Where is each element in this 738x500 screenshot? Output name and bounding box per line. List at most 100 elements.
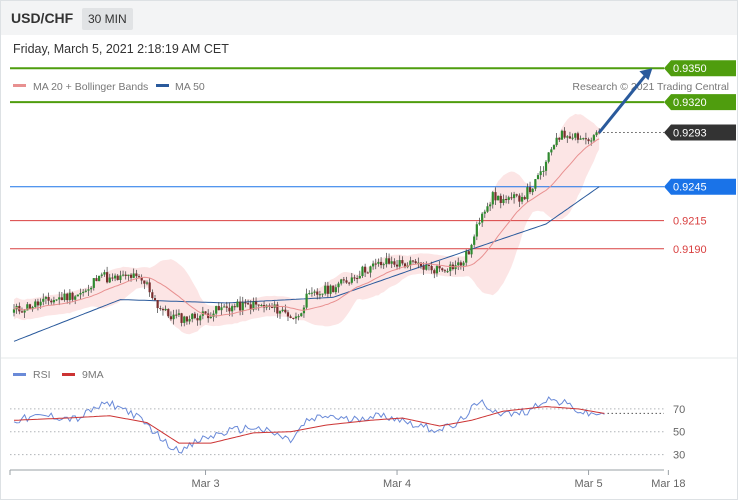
candle	[60, 291, 63, 301]
candle-body	[244, 302, 247, 304]
candle-body	[579, 138, 582, 140]
candle-body	[340, 279, 343, 284]
candle	[236, 299, 239, 308]
candle-body	[398, 260, 401, 267]
candle	[119, 270, 122, 283]
candle-body	[252, 301, 255, 310]
candle	[348, 281, 351, 286]
axis-label-3: Mar 18	[651, 478, 685, 490]
candle-body	[95, 278, 98, 282]
candle-body	[592, 135, 595, 141]
candle-body	[185, 316, 188, 322]
candle	[310, 287, 314, 297]
candle	[196, 313, 199, 326]
candle-body	[124, 274, 127, 276]
candle-body	[233, 306, 236, 308]
candle	[145, 280, 149, 286]
candle	[515, 193, 518, 198]
candle-body	[111, 277, 114, 279]
candle	[358, 270, 361, 279]
candle	[544, 160, 548, 176]
candle	[579, 135, 582, 140]
candle-body	[257, 304, 260, 306]
candle-body	[60, 297, 63, 301]
candle	[497, 195, 500, 201]
level-tag-3	[664, 178, 736, 195]
candle	[74, 295, 77, 305]
bollinger-band	[14, 113, 600, 335]
candle	[534, 178, 537, 192]
candle-body	[494, 192, 497, 201]
candle-body	[486, 206, 489, 212]
candle	[324, 281, 327, 296]
candle	[183, 315, 186, 327]
candle	[231, 304, 234, 317]
candle-body	[23, 310, 26, 313]
candle-body	[318, 294, 321, 296]
candle-body	[321, 293, 324, 295]
candle	[340, 278, 343, 286]
legend-ma20-bollinger: MA 20 + Bollinger Bands	[33, 81, 148, 93]
candle	[361, 265, 364, 278]
candle-body	[353, 277, 356, 279]
candle	[491, 190, 494, 209]
candle-body	[26, 304, 29, 311]
candle-body	[534, 179, 537, 189]
candle	[233, 303, 236, 311]
candle-body	[172, 314, 175, 320]
candle-body	[518, 195, 521, 202]
candle-body	[292, 317, 295, 319]
candle	[270, 303, 274, 309]
candle	[276, 301, 279, 318]
candle	[108, 273, 111, 284]
candle-body	[42, 298, 45, 302]
legend-swatch-9ma	[62, 373, 75, 376]
candle-body	[374, 263, 377, 265]
candle-body	[419, 262, 423, 266]
candle	[191, 313, 194, 323]
candle-body	[449, 264, 452, 272]
candle-body	[435, 266, 439, 274]
candle	[555, 132, 558, 147]
forecast-arrow-shaft	[598, 73, 648, 134]
candle-body	[215, 306, 218, 314]
candle	[143, 280, 146, 290]
candle-body	[177, 313, 181, 315]
candle	[505, 195, 508, 204]
candle	[435, 264, 439, 277]
candle	[121, 270, 125, 277]
candle	[188, 315, 191, 325]
candle	[199, 314, 202, 326]
candle-body	[76, 294, 79, 297]
candle-body	[294, 316, 298, 319]
candle-body	[47, 297, 50, 301]
candle-body	[465, 251, 468, 263]
candle	[409, 256, 412, 270]
candle-body	[372, 263, 375, 267]
candle-body	[246, 303, 250, 305]
candle	[318, 290, 321, 300]
candle	[539, 166, 542, 180]
candle	[526, 183, 529, 203]
candle	[116, 273, 119, 281]
candle	[252, 297, 255, 312]
interval-button[interactable]: 30 MIN	[82, 8, 133, 30]
candle	[379, 257, 383, 269]
candle-body	[481, 213, 484, 223]
candle-body	[106, 272, 109, 283]
candle	[576, 131, 580, 144]
candle	[528, 181, 532, 195]
candle-body	[560, 130, 564, 140]
candle	[486, 202, 489, 213]
candle-body	[36, 301, 40, 306]
candle	[326, 281, 329, 298]
candle-body	[595, 132, 598, 136]
candle-body	[140, 277, 143, 281]
candle-body	[204, 311, 207, 314]
candle-body	[326, 285, 329, 294]
level-label-5: 0.9190	[673, 244, 707, 256]
candle-body	[55, 299, 58, 301]
candle-body	[457, 262, 460, 266]
candle-body	[539, 171, 542, 176]
candle-body	[196, 318, 199, 321]
